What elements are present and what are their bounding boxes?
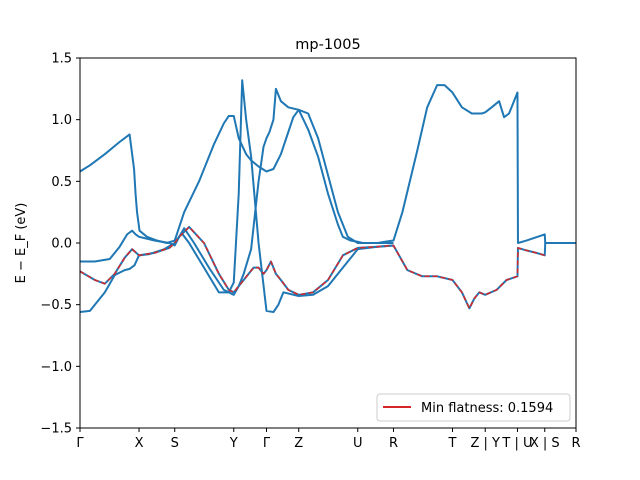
x-tick-label: T | U: [501, 436, 532, 451]
x-tick-label: Z | Y: [470, 436, 500, 451]
y-tick-label: −0.5: [40, 298, 72, 313]
x-tick-label: T: [448, 436, 457, 451]
y-tick-label: 0.5: [51, 175, 72, 190]
x-tick-label: R: [571, 436, 580, 451]
x-tick-label: Y: [229, 436, 238, 451]
chart-title: mp-1005: [295, 37, 360, 53]
y-tick-label: 1.0: [51, 113, 72, 128]
legend-box: [376, 393, 571, 422]
min-flatness-band-line: [80, 226, 545, 310]
x-tick-label: Γ: [76, 436, 84, 451]
y-tick-label: 1.5: [51, 52, 72, 67]
y-tick-label: −1.0: [40, 360, 72, 375]
legend: Min flatness: 0.1594: [376, 393, 571, 422]
legend-label: Min flatness: 0.1594: [421, 401, 553, 416]
x-tick-label: X | S: [530, 436, 560, 451]
y-axis-title: E − E_F (eV): [14, 203, 29, 284]
band-line-1: [80, 84, 576, 244]
y-tick-label: 0.0: [51, 237, 72, 252]
x-tick-label: R: [389, 436, 398, 451]
x-tick-label: S: [171, 436, 179, 451]
band-line-3: [80, 87, 394, 296]
x-tick-label: Z: [294, 436, 303, 451]
series-layer: [80, 79, 576, 314]
y-tick-label: −1.5: [40, 422, 72, 437]
x-tick-label: Γ: [263, 436, 271, 451]
x-tick-label: U: [353, 436, 363, 451]
x-tick-label: X: [135, 436, 144, 451]
